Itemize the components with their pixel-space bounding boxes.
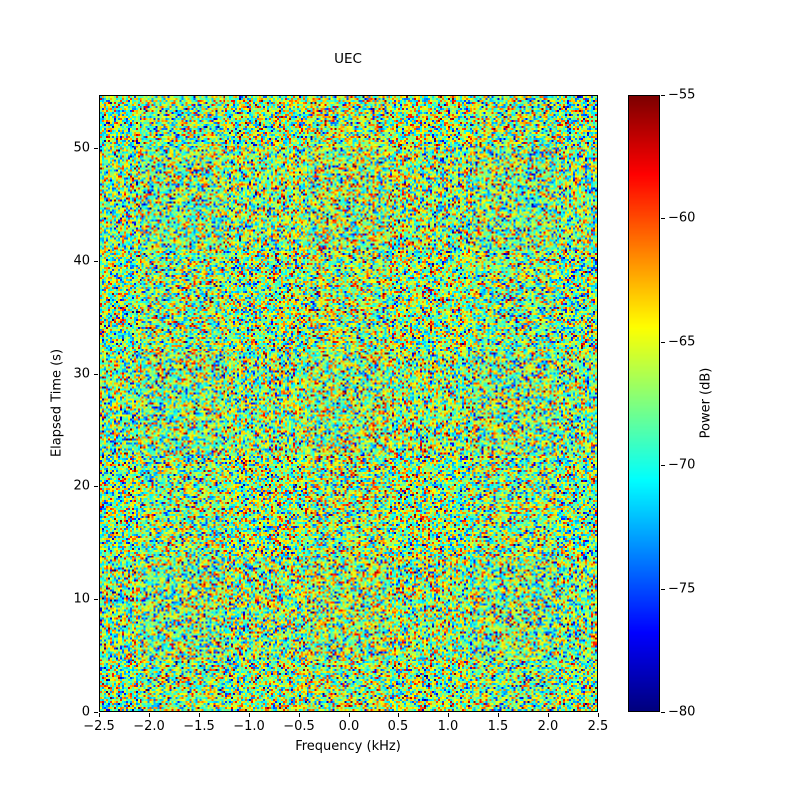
x-tick-mark bbox=[349, 713, 350, 717]
colorbar-tick-label: −75 bbox=[668, 581, 696, 597]
colorbar-label: Power (dB) bbox=[698, 367, 714, 439]
x-tick-label: −1.5 bbox=[183, 719, 215, 734]
x-tick-label: 2.5 bbox=[587, 719, 609, 734]
x-tick-mark bbox=[448, 713, 449, 717]
y-tick-label: 50 bbox=[73, 140, 90, 156]
y-tick-mark bbox=[94, 374, 98, 375]
colorbar bbox=[628, 95, 660, 712]
x-tick-mark bbox=[598, 713, 599, 717]
x-tick-mark bbox=[398, 713, 399, 717]
x-tick-label: −1.0 bbox=[233, 719, 265, 734]
y-tick-mark bbox=[94, 261, 98, 262]
x-tick-label: 1.5 bbox=[487, 719, 509, 734]
plot-title: UEC bbox=[334, 51, 362, 67]
y-tick-mark bbox=[94, 148, 98, 149]
colorbar-tick-label: −80 bbox=[668, 704, 696, 720]
colorbar-tick-label: −70 bbox=[668, 457, 696, 473]
colorbar-tick-mark bbox=[661, 342, 665, 343]
y-tick-label: 20 bbox=[73, 478, 90, 494]
colorbar-tick-mark bbox=[661, 218, 665, 219]
y-tick-mark bbox=[94, 712, 98, 713]
x-tick-mark bbox=[249, 713, 250, 717]
x-tick-label: −2.5 bbox=[83, 719, 115, 734]
y-tick-label: 30 bbox=[73, 366, 90, 382]
x-tick-mark bbox=[498, 713, 499, 717]
colorbar-tick-label: −65 bbox=[668, 334, 696, 350]
colorbar-gradient bbox=[629, 96, 659, 711]
x-tick-label: 0.0 bbox=[338, 719, 360, 734]
colorbar-tick-mark bbox=[661, 465, 665, 466]
x-tick-label: 2.0 bbox=[537, 719, 559, 734]
y-tick-label: 10 bbox=[73, 591, 90, 607]
x-tick-mark bbox=[548, 713, 549, 717]
x-tick-label: −0.5 bbox=[283, 719, 315, 734]
x-tick-mark bbox=[149, 713, 150, 717]
colorbar-tick-label: −60 bbox=[668, 210, 696, 226]
y-tick-label: 0 bbox=[81, 704, 90, 720]
y-tick-mark bbox=[94, 599, 98, 600]
colorbar-tick-mark bbox=[661, 95, 665, 96]
colorbar-tick-label: −55 bbox=[668, 87, 696, 103]
x-tick-label: 1.0 bbox=[437, 719, 459, 734]
colorbar-tick-mark bbox=[661, 589, 665, 590]
x-tick-label: 0.5 bbox=[387, 719, 409, 734]
colorbar-tick-mark bbox=[661, 712, 665, 713]
x-axis-label: Frequency (kHz) bbox=[295, 739, 401, 754]
spectrogram-image bbox=[100, 96, 597, 711]
x-tick-mark bbox=[199, 713, 200, 717]
x-tick-label: −2.0 bbox=[133, 719, 165, 734]
y-tick-label: 40 bbox=[73, 253, 90, 269]
plot-area bbox=[99, 95, 598, 712]
y-axis-label: Elapsed Time (s) bbox=[49, 348, 65, 458]
x-tick-mark bbox=[99, 713, 100, 717]
y-tick-mark bbox=[94, 486, 98, 487]
x-tick-mark bbox=[299, 713, 300, 717]
